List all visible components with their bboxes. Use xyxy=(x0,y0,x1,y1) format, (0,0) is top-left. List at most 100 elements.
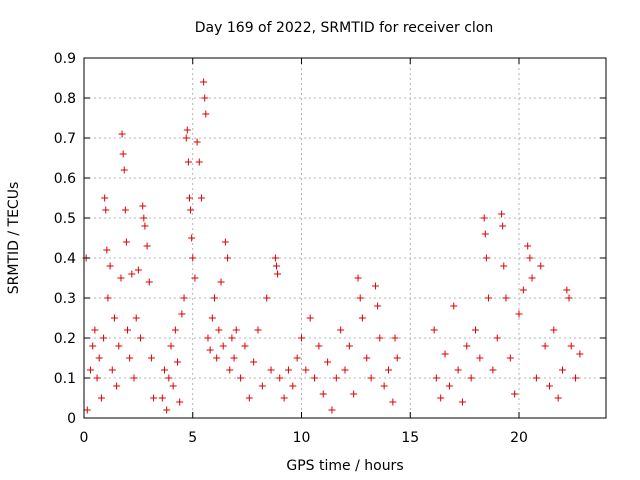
plot-frame xyxy=(83,57,607,419)
data-point xyxy=(430,326,438,334)
data-point xyxy=(356,294,364,302)
data-point xyxy=(182,134,190,142)
y-tick-label: 0.7 xyxy=(54,131,76,147)
data-point xyxy=(489,366,497,374)
data-point xyxy=(189,254,197,262)
data-point xyxy=(493,334,501,342)
data-point xyxy=(101,194,109,202)
data-point xyxy=(450,302,458,310)
data-point xyxy=(454,366,462,374)
data-point xyxy=(519,286,527,294)
data-point xyxy=(141,222,149,230)
data-point xyxy=(524,242,532,250)
data-point xyxy=(389,398,397,406)
grid-lines xyxy=(84,58,606,418)
data-point xyxy=(437,394,445,402)
data-point xyxy=(511,390,519,398)
data-point xyxy=(526,254,534,262)
data-point xyxy=(482,254,490,262)
data-point xyxy=(230,354,238,362)
y-tick-label: 0 xyxy=(67,411,76,427)
data-point xyxy=(169,382,177,390)
data-point xyxy=(458,398,466,406)
data-point xyxy=(241,342,249,350)
data-point xyxy=(87,366,95,374)
x-axis-label: GPS time / hours xyxy=(286,458,403,474)
data-point xyxy=(120,166,128,174)
data-point xyxy=(328,406,336,414)
data-point xyxy=(130,374,138,382)
data-point xyxy=(445,382,453,390)
data-point xyxy=(89,342,97,350)
data-point xyxy=(165,374,173,382)
data-point xyxy=(315,342,323,350)
data-point xyxy=(350,390,358,398)
data-point xyxy=(147,354,155,362)
y-tick-label: 0.5 xyxy=(54,211,76,227)
data-point xyxy=(93,374,101,382)
data-point xyxy=(124,326,131,334)
x-tick-label: 5 xyxy=(188,430,197,446)
data-point xyxy=(128,270,136,278)
y-tick-label: 0.8 xyxy=(54,91,76,107)
data-point xyxy=(258,382,266,390)
data-point xyxy=(572,374,580,382)
data-point xyxy=(367,374,375,382)
data-points xyxy=(82,78,584,414)
data-point xyxy=(102,206,110,214)
data-point xyxy=(506,354,514,362)
data-point xyxy=(393,354,401,362)
data-point xyxy=(122,238,130,246)
data-point xyxy=(174,358,182,366)
data-point xyxy=(371,282,379,290)
data-point xyxy=(263,294,271,302)
data-point xyxy=(110,314,118,322)
data-point xyxy=(576,350,584,358)
data-point xyxy=(554,394,562,402)
data-point xyxy=(550,326,558,334)
data-point xyxy=(480,214,488,222)
data-point xyxy=(201,94,209,102)
data-point xyxy=(498,210,506,218)
data-point xyxy=(228,334,236,342)
axis-ticks: 0 0.1 0.2 0.3 0.4 0.5 0.6 0.7 0.8 0.9 0 5 10 15 20 xyxy=(54,51,606,446)
data-point xyxy=(119,150,127,158)
data-point xyxy=(185,194,193,202)
data-point xyxy=(385,366,392,374)
data-point xyxy=(106,262,114,270)
data-point xyxy=(567,342,575,350)
data-point xyxy=(293,354,301,362)
data-point xyxy=(117,274,125,282)
data-point xyxy=(219,342,227,350)
data-point xyxy=(104,294,112,302)
y-tick-label: 0.6 xyxy=(54,171,76,187)
data-point xyxy=(184,158,192,166)
data-point xyxy=(319,390,327,398)
data-point xyxy=(103,246,111,254)
data-point xyxy=(358,314,366,322)
data-point xyxy=(224,254,232,262)
data-point xyxy=(180,294,188,302)
data-point xyxy=(528,274,536,282)
data-point xyxy=(276,374,284,382)
data-point xyxy=(485,294,493,302)
data-point xyxy=(376,334,384,342)
y-tick-label: 0.9 xyxy=(54,51,76,67)
data-point xyxy=(118,130,126,138)
data-point xyxy=(280,394,288,402)
data-point xyxy=(515,310,523,318)
data-point xyxy=(289,382,297,390)
data-point xyxy=(380,382,388,390)
data-point xyxy=(197,194,205,202)
data-point xyxy=(202,110,210,118)
data-point xyxy=(284,366,292,374)
data-point xyxy=(391,334,399,342)
data-point xyxy=(139,202,147,210)
data-point xyxy=(254,326,262,334)
data-point xyxy=(206,346,214,354)
data-point xyxy=(95,354,103,362)
y-axis-label: SRMTID / TECUs xyxy=(6,182,22,295)
data-point xyxy=(137,334,145,342)
x-tick-label: 0 xyxy=(80,430,89,446)
data-point xyxy=(204,334,212,342)
